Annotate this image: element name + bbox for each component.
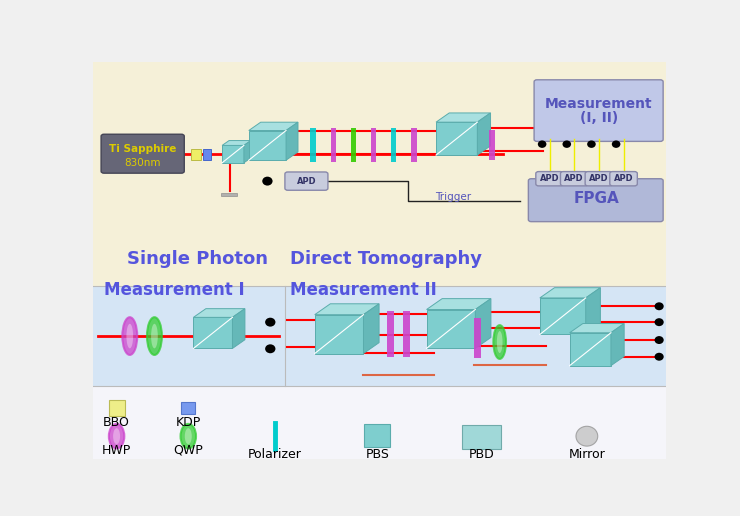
Bar [489, 131, 495, 160]
Bar [181, 401, 195, 413]
Ellipse shape [147, 317, 162, 355]
FancyBboxPatch shape [560, 172, 588, 186]
Polygon shape [193, 309, 245, 317]
Text: Trigger: Trigger [434, 192, 471, 202]
Bar [221, 194, 237, 196]
Ellipse shape [122, 317, 137, 355]
Text: PBS: PBS [366, 447, 389, 461]
Bar [474, 318, 481, 358]
Ellipse shape [562, 140, 571, 148]
Polygon shape [611, 324, 624, 366]
Polygon shape [232, 309, 245, 348]
Bar [285, 286, 666, 386]
Bar [539, 298, 586, 334]
Text: Measurement II: Measurement II [290, 281, 437, 299]
Ellipse shape [265, 344, 275, 353]
Ellipse shape [655, 336, 664, 344]
Polygon shape [222, 140, 251, 146]
Text: Measurement: Measurement [545, 96, 653, 110]
Ellipse shape [151, 324, 158, 348]
Ellipse shape [655, 318, 664, 326]
Text: Polarizer: Polarizer [248, 447, 302, 461]
Ellipse shape [265, 318, 275, 327]
Bar [314, 315, 363, 353]
Ellipse shape [587, 140, 596, 148]
Ellipse shape [497, 331, 502, 353]
Ellipse shape [113, 428, 120, 444]
Polygon shape [249, 122, 298, 131]
Text: Direct Tomography: Direct Tomography [290, 250, 482, 268]
Bar [249, 131, 286, 160]
Bar [391, 128, 397, 162]
Ellipse shape [181, 424, 196, 448]
Polygon shape [586, 288, 600, 334]
Polygon shape [314, 304, 379, 315]
Bar [462, 426, 502, 449]
Text: 830nm: 830nm [125, 158, 161, 168]
Bar [92, 386, 666, 459]
Polygon shape [436, 113, 491, 122]
Polygon shape [286, 122, 298, 160]
Text: BBO: BBO [103, 416, 130, 429]
Text: KDP: KDP [175, 416, 201, 429]
Polygon shape [570, 324, 624, 333]
Bar [191, 149, 201, 159]
Bar [371, 128, 377, 162]
FancyBboxPatch shape [534, 80, 663, 141]
Polygon shape [475, 299, 491, 348]
FancyBboxPatch shape [585, 172, 613, 186]
FancyBboxPatch shape [610, 172, 637, 186]
Text: PBD: PBD [469, 447, 495, 461]
Ellipse shape [109, 424, 124, 448]
Ellipse shape [655, 353, 664, 361]
Text: APD: APD [297, 176, 316, 186]
Polygon shape [539, 288, 600, 298]
Bar [411, 128, 417, 162]
Ellipse shape [185, 428, 192, 444]
Text: APD: APD [613, 174, 633, 183]
Bar [109, 400, 124, 415]
Text: APD: APD [589, 174, 609, 183]
Ellipse shape [576, 426, 598, 446]
Text: (I, II): (I, II) [579, 110, 618, 124]
Text: Measurement I: Measurement I [104, 281, 245, 299]
Text: QWP: QWP [173, 444, 204, 457]
Bar [387, 311, 394, 357]
Polygon shape [244, 140, 251, 163]
Ellipse shape [612, 140, 620, 148]
Ellipse shape [655, 302, 664, 310]
Polygon shape [477, 113, 491, 155]
Bar [311, 128, 316, 162]
Text: Mirror: Mirror [568, 447, 605, 461]
Ellipse shape [262, 176, 272, 186]
Bar [403, 311, 410, 357]
Text: Single Photon: Single Photon [127, 250, 268, 268]
Text: APD: APD [539, 174, 559, 183]
Bar [193, 317, 232, 348]
FancyBboxPatch shape [536, 172, 563, 186]
FancyBboxPatch shape [101, 134, 184, 173]
FancyBboxPatch shape [528, 179, 663, 222]
Text: APD: APD [565, 174, 584, 183]
Ellipse shape [494, 325, 506, 359]
Bar [331, 128, 336, 162]
Bar [426, 310, 475, 348]
FancyBboxPatch shape [285, 172, 328, 190]
Bar [92, 62, 666, 286]
Bar [364, 424, 390, 447]
Bar [351, 128, 357, 162]
Bar [222, 146, 244, 163]
Polygon shape [426, 299, 491, 310]
Bar [436, 122, 477, 155]
Polygon shape [363, 304, 379, 353]
Bar [92, 286, 285, 386]
Ellipse shape [127, 324, 133, 348]
Text: HWP: HWP [102, 444, 131, 457]
Ellipse shape [538, 140, 546, 148]
Text: FPGA: FPGA [574, 191, 619, 206]
Text: Ti Sapphire: Ti Sapphire [110, 144, 177, 154]
Bar [570, 333, 611, 366]
Bar [203, 149, 211, 159]
